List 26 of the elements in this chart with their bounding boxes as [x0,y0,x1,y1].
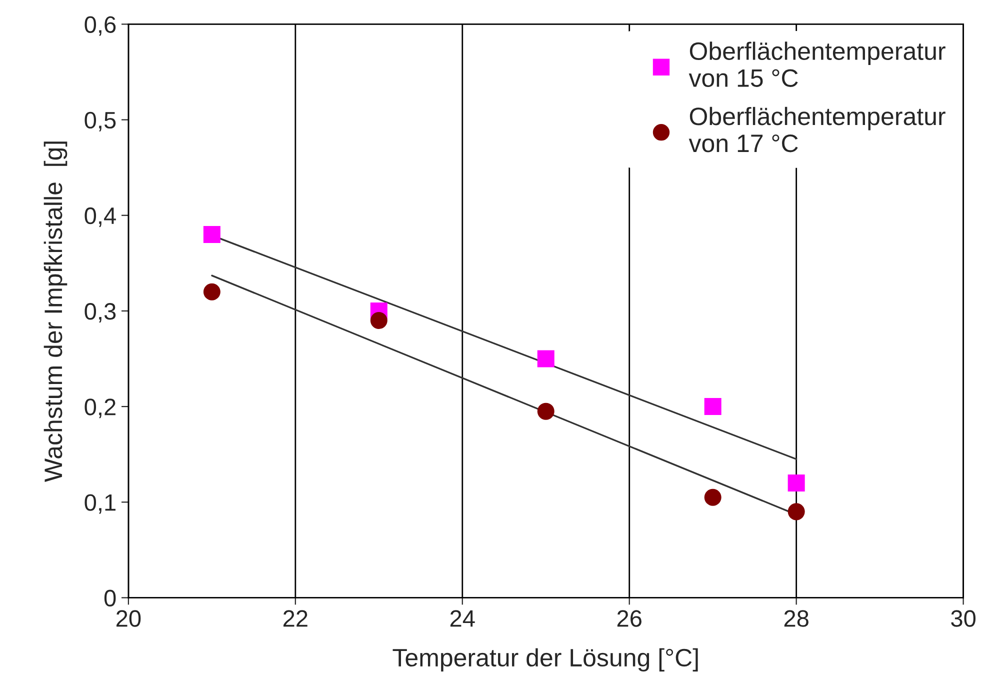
x-tick-label: 20 [116,610,141,627]
point [203,226,220,243]
y-axis-title: Wachstum der Impfkristalle [g] [44,142,68,482]
point [788,503,805,520]
x-tick-label: 28 [784,610,808,627]
x-tick-label: 26 [617,610,642,627]
point [704,398,722,416]
point [537,402,554,420]
x-tick-label: 24 [450,610,475,627]
legend-label: Oberflächentemperatur von 17 °C [688,106,946,152]
point [203,283,220,300]
y-tick-label: 0,3 [84,303,116,323]
y-tick-label: 0,2 [84,398,116,418]
legend-label: Oberflächentemperatur von 15 °C [688,42,946,87]
point [788,474,805,492]
point [537,350,554,368]
x-tick-label: 22 [283,610,308,627]
y-tick-label: 0,6 [84,16,116,36]
point [704,488,722,506]
x-tick-label: 30 [951,610,976,627]
point [370,312,388,330]
y-tick-label: 0,1 [84,494,116,514]
y-tick-label: 0,4 [84,207,116,227]
y-tick-label: 0 [104,590,116,607]
y-tick-label: 0,5 [84,112,116,132]
x-axis-title: Temperatur der Lösung [°C] [392,648,698,672]
